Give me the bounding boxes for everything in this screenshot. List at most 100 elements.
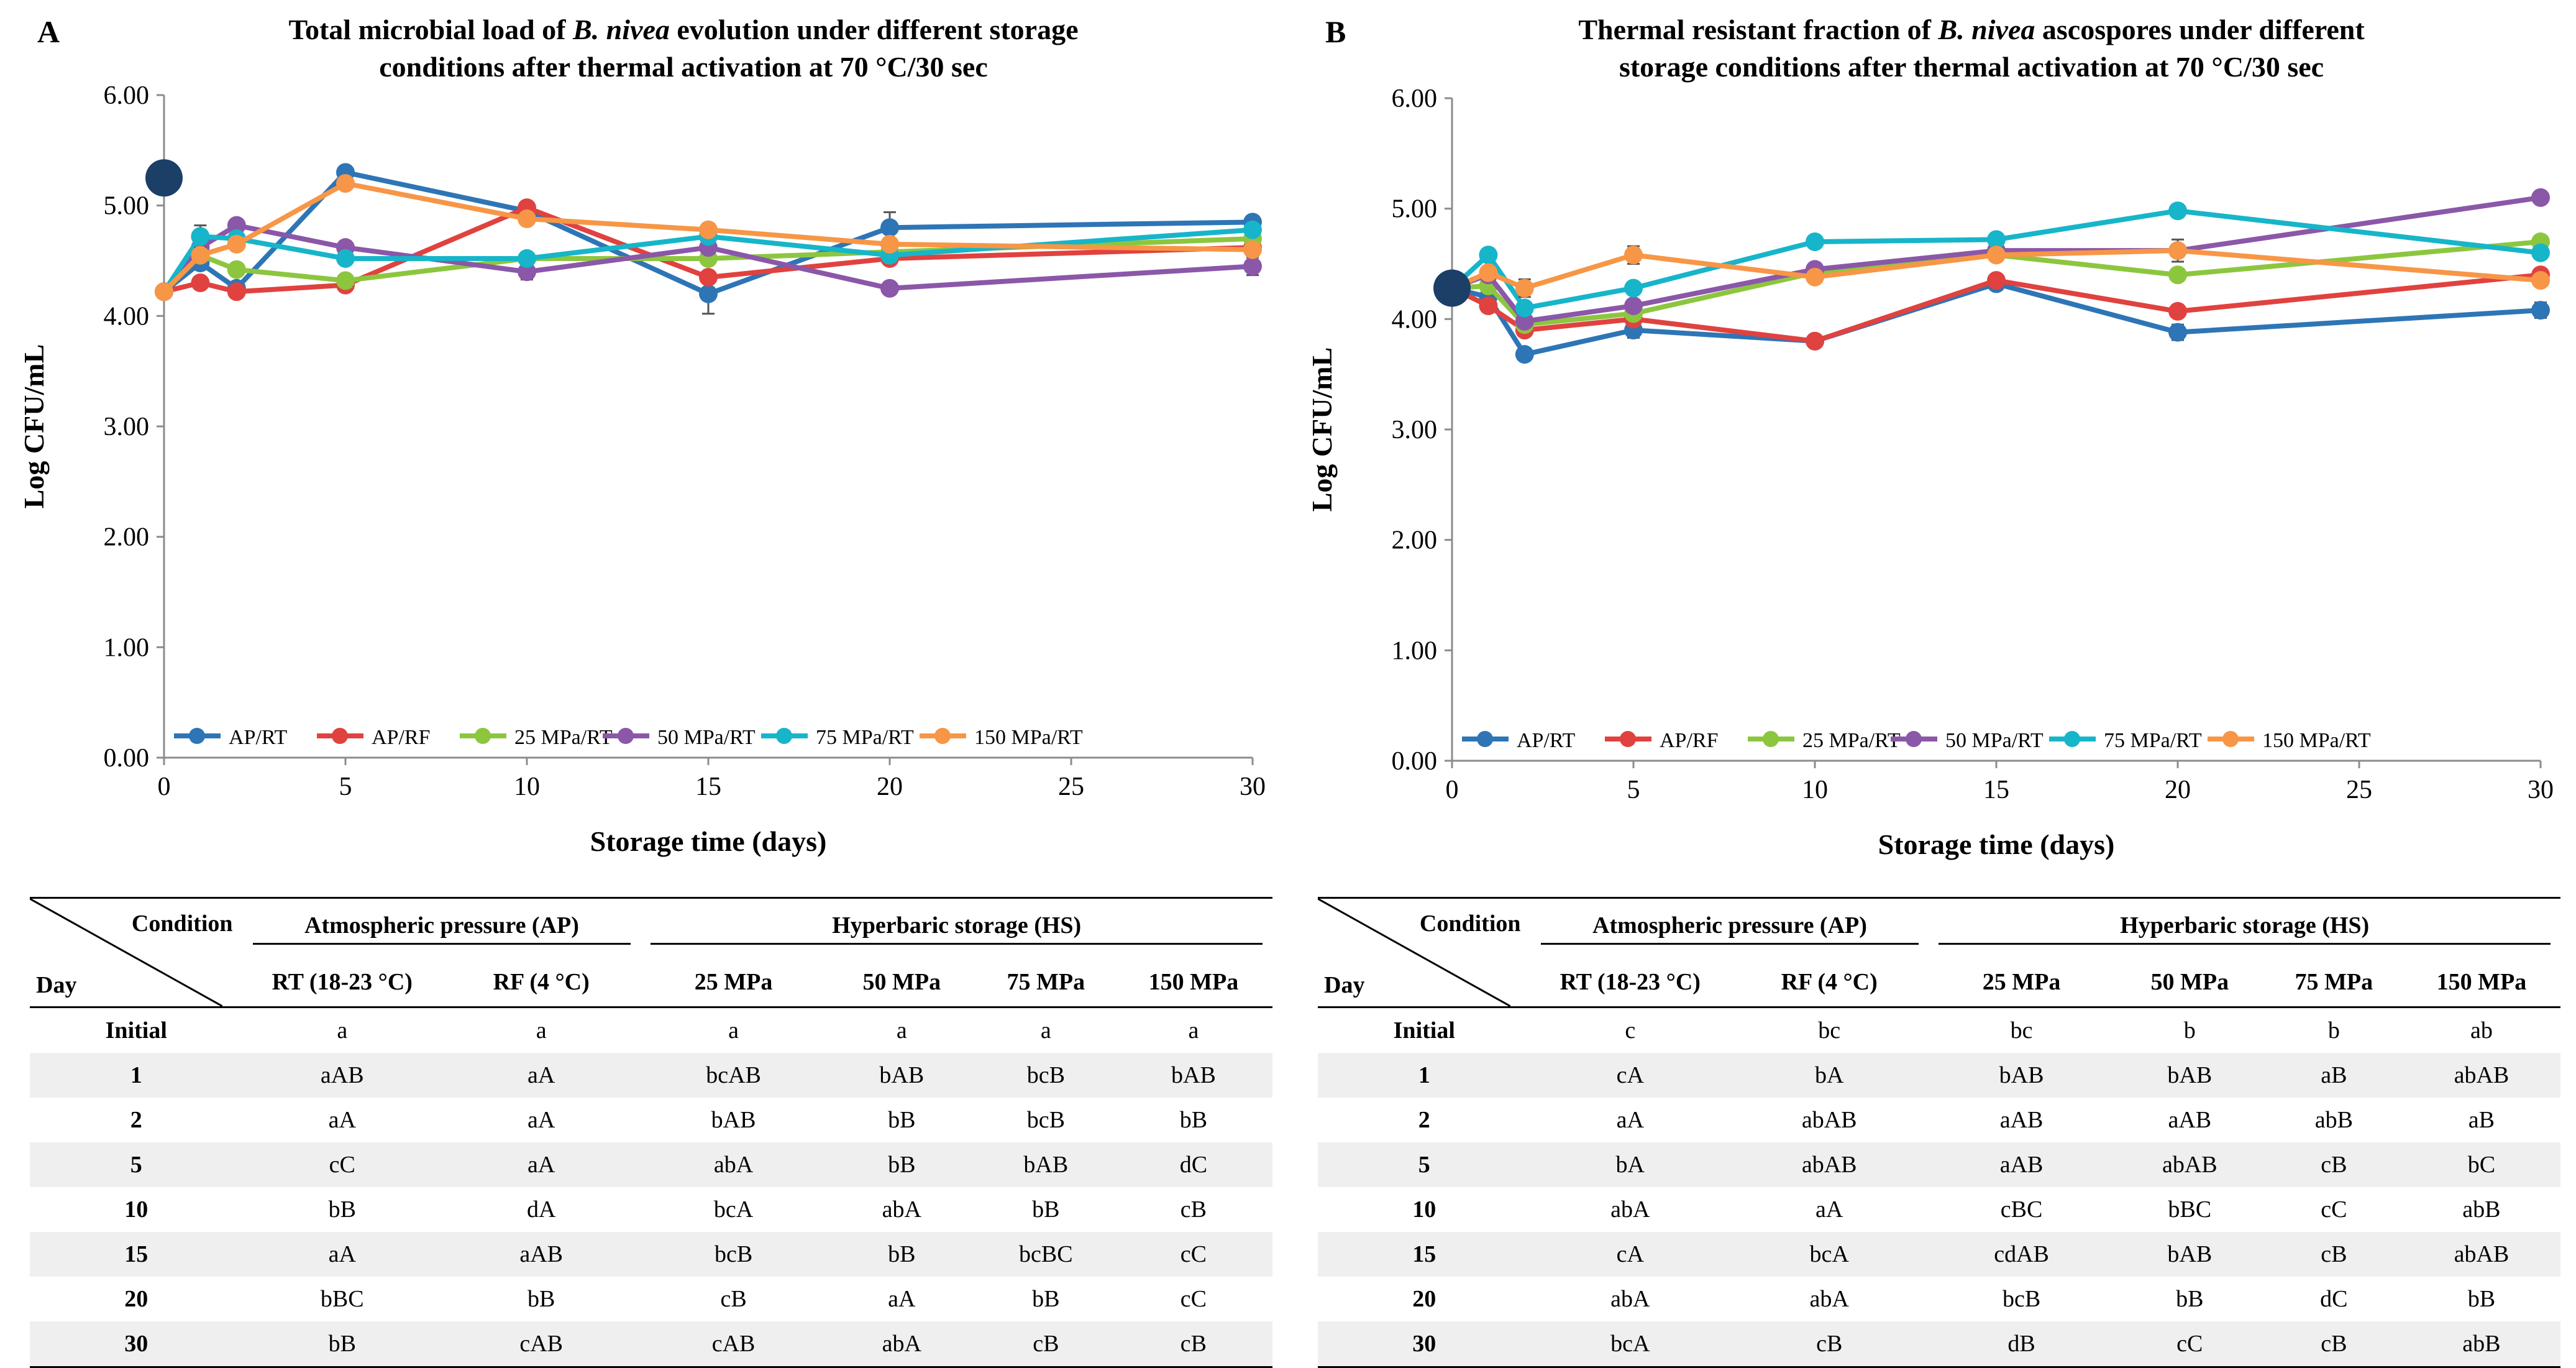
group-header-hs: Hyperbaric storage (HS): [1929, 898, 2560, 958]
x-tick-label: 30: [1240, 773, 1266, 801]
data-point: [699, 268, 718, 287]
table-cell: aA: [441, 1142, 641, 1187]
legend-label: AP/RF: [372, 726, 431, 749]
table-row: 10 abA aA cBC bBC cC abB: [1318, 1187, 2560, 1232]
table-cell: abAB: [2402, 1053, 2560, 1098]
table-cell: bB: [888, 1107, 916, 1133]
data-point: [1243, 257, 1262, 276]
title-species: B. nivea: [573, 14, 670, 45]
y-tick-label: 2.00: [1392, 526, 1438, 555]
legend-item: 75 MPa/RT: [761, 726, 914, 749]
x-tick-label: 30: [2528, 776, 2554, 804]
table-cell: bcB: [641, 1232, 826, 1277]
y-tick-label: 1.00: [1392, 636, 1438, 665]
legend-swatch-marker: [776, 728, 792, 744]
table-cell: dC: [2320, 1286, 2348, 1312]
line-chart-a: 0.00 1.00 2.00 3.00 4.00 5.00 6.00 0 5 10 15 20 25 30…: [18, 81, 1266, 857]
panel-b: B Thermal resistant fraction of B. nivea…: [1288, 0, 2576, 1368]
column-header: 25 MPa: [641, 958, 826, 1008]
table-corner-cell: Condition Day: [30, 897, 243, 1008]
title-part: Total microbial load of: [288, 14, 573, 45]
row-day-label: Initial: [105, 1017, 167, 1044]
legend-item: AP/RT: [1462, 729, 1576, 752]
x-tick-label: 20: [877, 773, 903, 801]
data-point: [1479, 246, 1498, 265]
table-cell: bc: [1818, 1017, 1841, 1044]
legend-label: 25 MPa/RT: [1802, 729, 1901, 752]
table-cell: a: [1040, 1017, 1051, 1044]
data-point: [1987, 230, 2006, 249]
y-tick-label: 3.00: [104, 413, 150, 441]
column-header: 150 MPa: [2402, 958, 2560, 1008]
legend-swatch-marker: [1906, 731, 1922, 747]
column-header: 50 MPa: [2114, 958, 2265, 1008]
table-cell: bB: [328, 1196, 356, 1223]
data-point: [1479, 296, 1498, 316]
table-cell: aA: [242, 1232, 442, 1277]
table-cell: bcBC: [977, 1232, 1115, 1277]
table-cell: a: [1188, 1017, 1199, 1044]
table-cell: bcA: [1530, 1321, 1730, 1368]
table-cell: bB: [826, 1232, 977, 1277]
data-point: [2168, 301, 2187, 321]
table-cell: cdAB: [1929, 1232, 2114, 1277]
data-point: [518, 209, 536, 228]
table-cell: cB: [1729, 1321, 1929, 1368]
legend-swatch-marker: [332, 728, 348, 744]
legend-label: 150 MPa/RT: [974, 726, 1083, 749]
x-tick-label: 0: [1446, 776, 1459, 804]
data-point: [227, 282, 246, 301]
data-point: [2168, 323, 2187, 342]
data-point: [1987, 246, 2006, 265]
stats-table-b: Condition Day Atmospheric pressure (AP) Hyp…: [1318, 897, 2560, 1368]
table-cell: c: [1625, 1017, 1636, 1044]
table-cell: bB: [1032, 1196, 1060, 1223]
y-tick-label: 3.00: [1392, 416, 1438, 444]
table-cell: cB: [2265, 1232, 2403, 1277]
data-point: [1987, 271, 2006, 290]
table-cell: bA: [1729, 1053, 1929, 1098]
title-part: ascospores under different: [2035, 14, 2365, 45]
y-tick-label: 4.00: [104, 302, 150, 331]
data-point: [2531, 243, 2550, 262]
table-cell: bC: [2402, 1142, 2560, 1187]
data-point: [518, 262, 536, 282]
y-tick-label: 6.00: [104, 81, 150, 110]
table-cell: dB: [1929, 1321, 2114, 1368]
table-cell: cB: [2265, 1321, 2403, 1368]
column-header: 75 MPa: [977, 958, 1115, 1008]
y-tick-label: 1.00: [104, 633, 150, 662]
x-tick-label: 20: [2165, 776, 2191, 804]
corner-day-label: Day: [36, 972, 77, 998]
table-cell: bcB: [2002, 1286, 2041, 1312]
table-cell: abA: [641, 1142, 826, 1187]
table-cell: a: [536, 1017, 547, 1044]
row-day-label: 1: [30, 1053, 243, 1098]
x-tick-label: 15: [1983, 776, 2009, 804]
row-day-label: 5: [1318, 1142, 1531, 1187]
row-day-label: 20: [1412, 1286, 1436, 1312]
table-row: 2 aA aA bAB bB bcB bB: [30, 1098, 1272, 1142]
table-cell: abA: [882, 1196, 921, 1223]
data-point: [1515, 278, 1534, 298]
x-tick-label: 0: [158, 773, 171, 801]
row-day-label: 1: [1318, 1053, 1531, 1098]
group-header-ap-label: Atmospheric pressure (AP): [252, 912, 631, 945]
table-cell: bB: [528, 1286, 555, 1312]
corner-condition-label: Condition: [131, 911, 233, 937]
table-row: 2 aA abAB aAB aAB abB aB: [1318, 1098, 2560, 1142]
legend-swatch-marker: [2222, 731, 2239, 747]
title-part: evolution under different storage: [669, 14, 1079, 45]
column-header: 150 MPa: [1114, 958, 1272, 1008]
corner-diagonal: [1318, 899, 1510, 1006]
y-tick-label: 5.00: [104, 192, 150, 221]
data-point: [1806, 267, 1824, 287]
data-point: [1806, 331, 1824, 351]
table-cell: bAB: [711, 1107, 756, 1133]
title-species: B. nivea: [1938, 14, 2035, 45]
legend-swatch-marker: [618, 728, 634, 744]
initial-point-marker: [1433, 269, 1471, 307]
data-point: [2531, 188, 2550, 207]
row-day-label: 15: [1318, 1232, 1531, 1277]
data-point: [699, 284, 718, 303]
